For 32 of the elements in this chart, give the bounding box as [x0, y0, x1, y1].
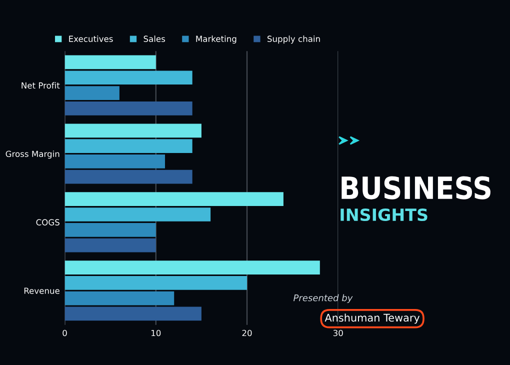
bar — [64, 55, 156, 70]
text: BUSINESS — [342, 176, 490, 200]
bar — [64, 70, 192, 85]
bar — [64, 124, 202, 138]
bar — [64, 170, 192, 184]
bar — [64, 139, 192, 153]
y-tick-label: Gross Margin — [6, 150, 60, 159]
bar — [64, 306, 202, 321]
x-tick-label: 0 — [62, 330, 67, 336]
bar — [64, 86, 120, 100]
bar — [64, 208, 211, 222]
legend-label: Supply chain — [268, 36, 320, 44]
bar — [64, 192, 284, 206]
legend-label: Executives — [69, 36, 113, 42]
bar — [64, 238, 156, 252]
bar — [64, 260, 320, 274]
x-tick-label: 30 — [333, 330, 343, 336]
bar — [64, 291, 174, 306]
bar — [64, 276, 248, 290]
legend-label: Marketing — [196, 36, 236, 44]
y-tick-label: Net Profit — [22, 82, 60, 89]
legend-label: Sales — [144, 36, 166, 42]
x-tick-label: 10 — [152, 330, 161, 336]
annotation: Anshuman Tewary — [324, 314, 420, 324]
y-tick-label: COGS — [36, 219, 60, 226]
text: INSIGHTS — [340, 208, 428, 222]
annotation: Presented by — [293, 294, 353, 304]
bar — [64, 154, 165, 168]
bar — [64, 101, 192, 116]
bar — [64, 222, 156, 237]
x-tick-label: 20 — [242, 330, 252, 336]
y-tick-label: Revenue — [24, 288, 60, 294]
